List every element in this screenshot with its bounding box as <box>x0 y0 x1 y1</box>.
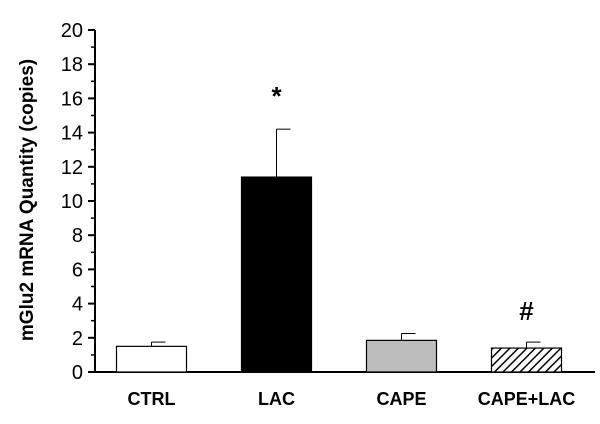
bar-lac <box>240 176 313 373</box>
y-tick-label: 8 <box>72 225 83 247</box>
bar-cape-lac <box>490 347 563 373</box>
y-tick-label: 4 <box>72 294 83 316</box>
y-axis-title: mGlu2 mRNA Quantity (copies) <box>17 59 38 341</box>
x-tick-label: CAPE <box>376 389 426 409</box>
x-tick-label: LAC <box>258 389 295 409</box>
y-tick-label: 6 <box>72 259 83 281</box>
y-tick-label: 0 <box>72 362 83 384</box>
y-tick-label: 14 <box>61 123 83 145</box>
bars: CTRL LAC * CAPE CAPE+LAC # <box>115 81 576 409</box>
y-tick-label: 20 <box>61 20 83 42</box>
y-tick-label: 12 <box>61 157 83 179</box>
y-tick-label: 2 <box>72 328 83 350</box>
significance-marker: # <box>519 296 534 326</box>
x-tick-label: CTRL <box>128 389 176 409</box>
significance-marker: * <box>271 81 282 111</box>
y-tick-label: 18 <box>61 54 83 76</box>
x-tick-label: CAPE+LAC <box>478 389 576 409</box>
bar-ctrl <box>115 345 188 373</box>
bar-cape <box>365 339 438 373</box>
y-axis: 0 2 4 6 8 10 12 14 16 18 20 <box>61 20 96 384</box>
y-tick-label: 16 <box>61 88 83 110</box>
y-tick-label: 10 <box>61 191 83 213</box>
